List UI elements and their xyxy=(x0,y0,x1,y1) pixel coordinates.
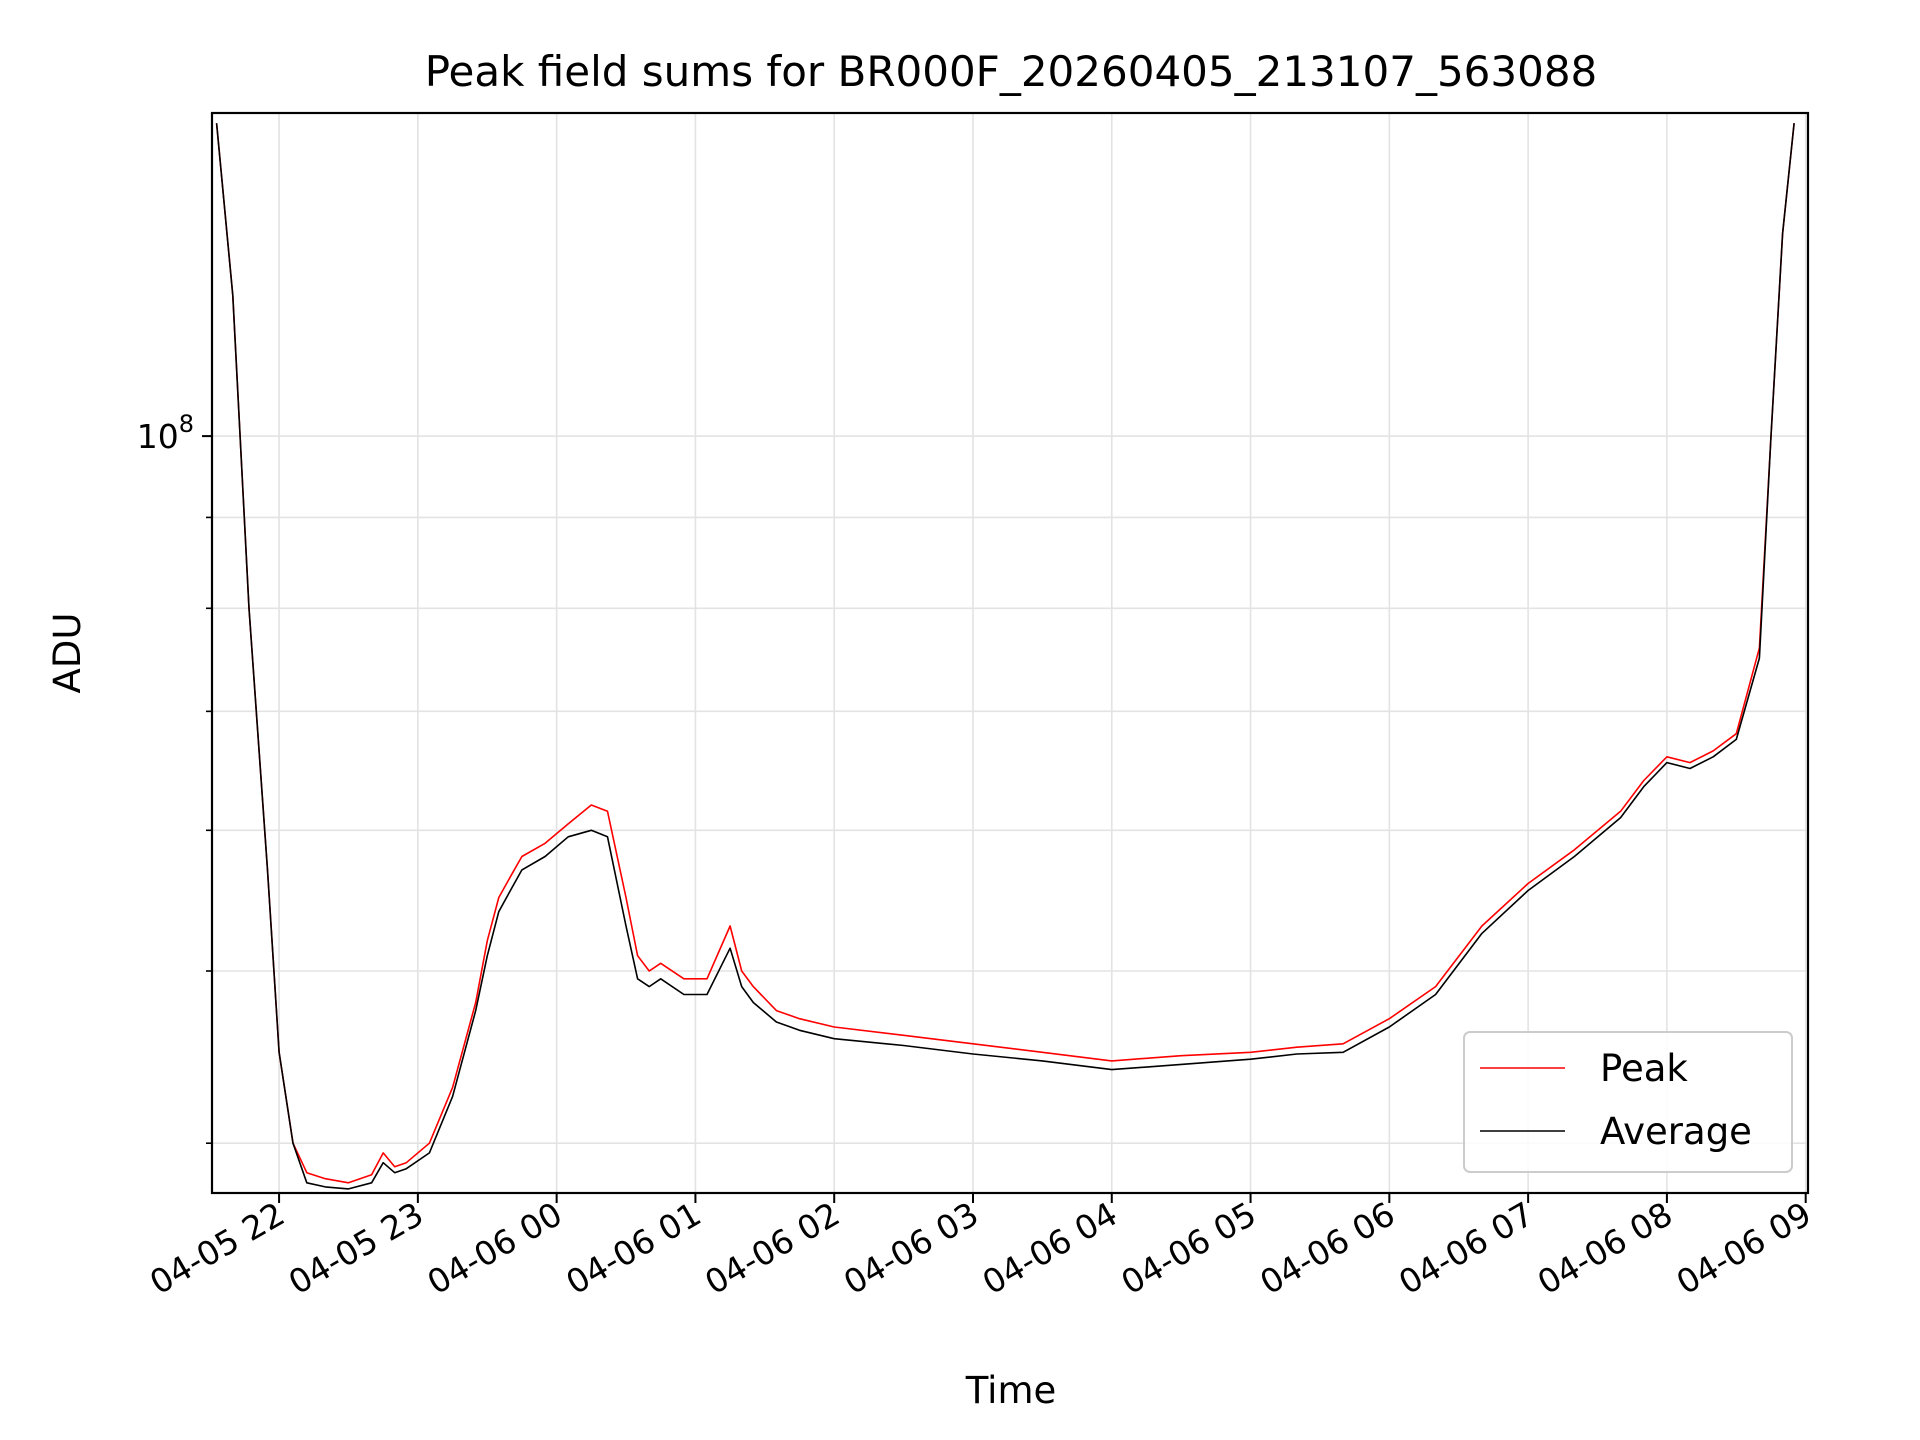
x-tick-label: 04-06 04 xyxy=(976,1194,1124,1302)
series-line-peak xyxy=(215,123,1795,1184)
legend: Peak Average xyxy=(1463,1031,1793,1173)
plot-frame xyxy=(210,111,1810,1195)
legend-label-average: Average xyxy=(1600,1110,1752,1153)
x-tick-label: 04-06 08 xyxy=(1531,1194,1679,1302)
chart-title: Peak field sums for BR000F_20260405_2131… xyxy=(425,47,1598,96)
x-tick-label: 04-05 23 xyxy=(282,1194,430,1302)
x-axis-label: Time xyxy=(965,1369,1057,1412)
x-tick-label: 04-05 22 xyxy=(143,1194,291,1302)
y-axis: 108 xyxy=(137,410,212,1144)
x-tick-label: 04-06 02 xyxy=(698,1194,846,1302)
x-tick-label: 04-06 09 xyxy=(1670,1194,1818,1302)
series-line-average xyxy=(215,123,1795,1190)
series-layer xyxy=(215,123,1795,1190)
legend-box xyxy=(1463,1031,1793,1173)
y-tick-label: 108 xyxy=(137,410,194,456)
x-tick-label: 04-06 03 xyxy=(837,1194,985,1302)
x-tick-label: 04-06 00 xyxy=(421,1194,569,1302)
x-tick-label: 04-06 01 xyxy=(559,1194,707,1302)
x-tick-label: 04-06 05 xyxy=(1115,1194,1263,1302)
x-tick-label: 04-06 07 xyxy=(1392,1194,1540,1302)
legend-label-peak: Peak xyxy=(1600,1047,1688,1090)
x-tick-label: 04-06 06 xyxy=(1253,1194,1401,1302)
y-axis-label: ADU xyxy=(46,613,89,694)
